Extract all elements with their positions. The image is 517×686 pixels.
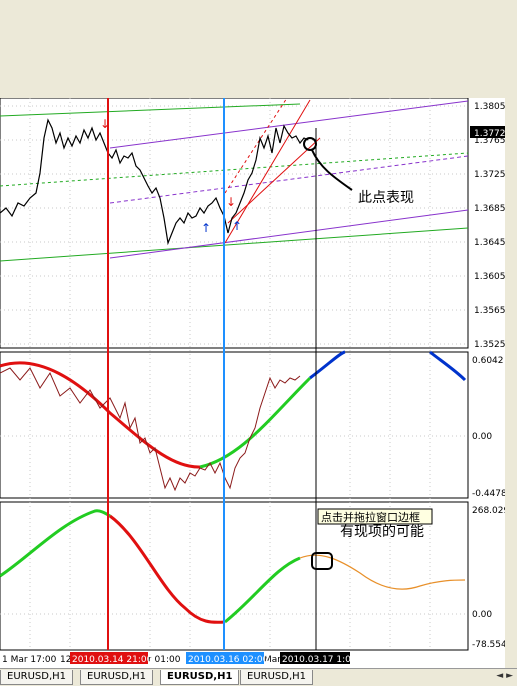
- cursor-time-black-box: [280, 652, 350, 664]
- oscillator-panel-1[interactable]: [0, 351, 469, 499]
- svg-text:0.00: 0.00: [472, 610, 492, 620]
- price-annotation: 此点表现: [358, 190, 414, 206]
- svg-text:-0.4478: -0.4478: [472, 489, 507, 499]
- svg-text:1.3605: 1.3605: [474, 272, 506, 282]
- svg-text:1.3685: 1.3685: [474, 204, 506, 214]
- current-price-box: [470, 126, 505, 138]
- price-scale: 1.3805 1.3765 1.3725 1.3685 1.3645 1.360…: [474, 102, 506, 350]
- cursor-time-black: 2010.03.17 1:00: [282, 655, 357, 665]
- svg-text:0.6042: 0.6042: [472, 356, 504, 366]
- tooltip: [317, 508, 433, 525]
- vertical-scrollbar[interactable]: [505, 98, 517, 668]
- osc1-red-curve: [0, 361, 201, 469]
- osc2-red-curve: [109, 514, 226, 624]
- osc2-green-curve-1: [0, 509, 111, 578]
- chart-tabs: EURUSD,H1 EURUSD,H1 EURUSD,H1 EURUSD,H1 …: [0, 668, 517, 686]
- osc1-scale: 0.6042 0.00 -0.4478: [472, 356, 507, 499]
- svg-text:r 01:00: r 01:00: [148, 655, 181, 665]
- svg-text:1.3645: 1.3645: [474, 238, 506, 248]
- cursor-time-blue-box: [186, 652, 264, 664]
- osc2-annotation: 有现项的可能: [340, 524, 424, 540]
- sell-arrow-icon: ↓: [100, 117, 110, 131]
- tab-chart-3[interactable]: EURUSD,H1: [160, 670, 240, 685]
- svg-text:Mar: Mar: [264, 655, 281, 665]
- sell-arrow-icon: ↓: [226, 195, 236, 209]
- svg-text:1.3805: 1.3805: [474, 102, 506, 112]
- svg-text:1.3765: 1.3765: [474, 136, 506, 146]
- svg-text:12: 12: [60, 655, 71, 665]
- cursor-time-red-box: [70, 652, 148, 664]
- trend-channels[interactable]: [0, 98, 469, 262]
- tab-scroll-arrows-icon[interactable]: ◄ ►: [496, 671, 513, 681]
- tab-chart-4[interactable]: EURUSD,H1: [240, 670, 314, 685]
- svg-text:1.3725: 1.3725: [474, 170, 506, 180]
- osc2-green-curve-2: [224, 556, 301, 624]
- time-axis: 1 Mar 17:00 12 r 01:00 Mar: [2, 655, 281, 665]
- toolbar-area: [0, 0, 517, 92]
- cursor-time-blue: 2010.03.16 02:00: [188, 655, 269, 665]
- osc2-forecast-curve: [299, 554, 466, 590]
- chart-canvas[interactable]: ↓ ↓ ↑ ↑ 此点表现 有现项的可能 点击并拖拉窗口边框 1.3805 1.3…: [0, 98, 517, 668]
- buy-arrow-icon: ↑: [201, 221, 211, 235]
- annotation-marker: [311, 552, 333, 570]
- osc1-green-curve: [199, 376, 312, 469]
- cursor-time-red: 2010.03.14 21:00: [72, 655, 153, 665]
- osc1-signal-line: [0, 367, 301, 492]
- svg-text:0.00: 0.00: [472, 432, 492, 442]
- osc2-scale: 268.0291 0.00 -78.5548: [472, 506, 515, 650]
- svg-text:268.0291: 268.0291: [472, 506, 515, 516]
- tooltip-text: 点击并拖拉窗口边框: [321, 510, 420, 524]
- chart-window[interactable]: ↓ ↓ ↑ ↑ 此点表现 有现项的可能 点击并拖拉窗口边框 1.3805 1.3…: [0, 98, 517, 668]
- svg-text:1 Mar 17:00: 1 Mar 17:00: [2, 655, 57, 665]
- osc1-blue-curve: [309, 350, 467, 382]
- tab-chart-1[interactable]: EURUSD,H1: [0, 670, 74, 685]
- svg-text:1.3525: 1.3525: [474, 340, 506, 350]
- svg-text:1.3565: 1.3565: [474, 306, 506, 316]
- price-bars: [0, 118, 309, 246]
- svg-text:-78.5548: -78.5548: [472, 640, 513, 650]
- tab-chart-2[interactable]: EURUSD,H1: [80, 670, 154, 685]
- current-price: 1.3772: [474, 129, 506, 139]
- buy-arrow-icon: ↑: [232, 219, 242, 233]
